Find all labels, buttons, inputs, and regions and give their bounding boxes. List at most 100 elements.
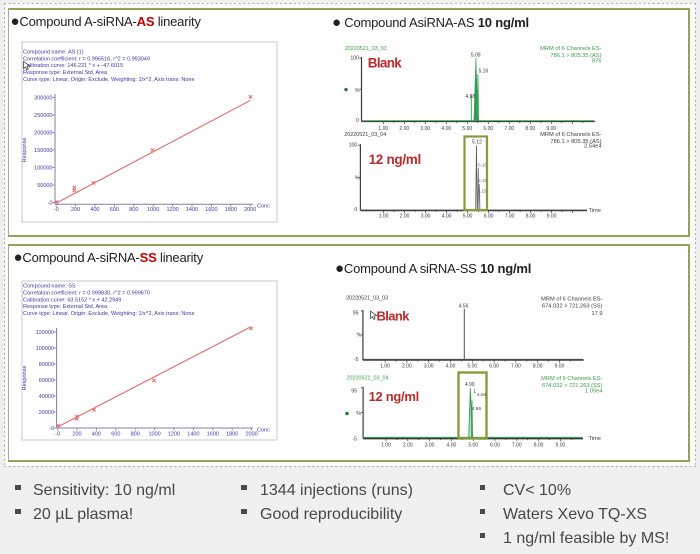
svg-text:1200: 1200	[168, 432, 180, 438]
svg-text:Response type: External Std, A: Response type: External Std, Area	[23, 70, 108, 76]
svg-text:Curve type: Linear, Origin: Ex: Curve type: Linear, Origin: Exclude, Wei…	[23, 311, 195, 317]
svg-text:1400: 1400	[186, 207, 198, 213]
svg-text:95: 95	[353, 310, 359, 316]
svg-text:5.19: 5.19	[478, 178, 487, 183]
svg-text:17.9: 17.9	[591, 311, 602, 317]
svg-text:Time: Time	[589, 436, 601, 442]
svg-text:6.00: 6.00	[490, 443, 500, 449]
svg-text:6.00: 6.00	[483, 126, 493, 132]
svg-text:3.00: 3.00	[421, 214, 431, 220]
svg-text:2.00: 2.00	[399, 126, 409, 132]
svg-text:4.88: 4.88	[465, 94, 475, 100]
svg-text:40000: 40000	[39, 394, 54, 400]
svg-text:20220521_03_03: 20220521_03_03	[345, 46, 387, 52]
svg-text:Blank: Blank	[368, 56, 402, 71]
svg-text:5.09: 5.09	[471, 53, 481, 59]
svg-text:800: 800	[131, 432, 140, 438]
svg-text:400: 400	[90, 207, 99, 213]
svg-text:1.00: 1.00	[381, 443, 391, 449]
svg-text:1000: 1000	[147, 207, 159, 213]
svg-text:1800: 1800	[225, 207, 237, 213]
svg-text:7.00: 7.00	[511, 364, 521, 370]
svg-text:786.1 > 805.35 (AS): 786.1 > 805.35 (AS)	[550, 53, 601, 59]
svg-text:9.00: 9.00	[555, 364, 565, 370]
svg-text:-5: -5	[354, 357, 359, 363]
svg-text:2.00: 2.00	[402, 364, 412, 370]
svg-text:4.00: 4.00	[446, 364, 456, 370]
svg-text:4.00: 4.00	[442, 214, 452, 220]
svg-text:5.00: 5.00	[463, 214, 473, 220]
svg-text:250000: 250000	[34, 113, 52, 119]
svg-text:5.16: 5.16	[479, 69, 489, 75]
svg-text:20000: 20000	[39, 410, 54, 416]
svg-text:1.00: 1.00	[380, 364, 390, 370]
svg-text:600: 600	[111, 432, 120, 438]
svg-text:%: %	[356, 411, 361, 417]
svg-text:400: 400	[92, 432, 101, 438]
svg-text:-0: -0	[49, 426, 54, 432]
svg-text:%: %	[355, 88, 360, 94]
svg-text:20220521_03_04: 20220521_03_04	[347, 376, 389, 382]
svg-text:MRM of 6 Channels ES-: MRM of 6 Channels ES-	[541, 376, 602, 382]
svg-text:Blank: Blank	[377, 308, 411, 323]
svg-text:5.23: 5.23	[478, 189, 487, 194]
svg-text:1600: 1600	[207, 432, 219, 438]
svg-text:300000: 300000	[34, 96, 52, 102]
svg-text:-5: -5	[352, 436, 357, 442]
svg-text:9.00: 9.00	[547, 214, 557, 220]
svg-text:1200: 1200	[166, 207, 178, 213]
svg-text:100: 100	[350, 56, 359, 62]
svg-text:7.00: 7.00	[504, 126, 514, 132]
svg-text:Response: Response	[22, 366, 28, 391]
svg-text:Calibration curve: 146.221 * x: Calibration curve: 146.221 * x + -47.601…	[23, 63, 123, 69]
svg-text:800: 800	[129, 207, 138, 213]
svg-text:Compound name: SS: Compound name: SS	[23, 284, 76, 290]
svg-text:4.86: 4.86	[472, 406, 482, 412]
svg-text:200000: 200000	[34, 131, 52, 137]
svg-text:4.90: 4.90	[465, 382, 475, 388]
svg-text:60000: 60000	[39, 378, 54, 384]
svg-text:1.00: 1.00	[378, 126, 388, 132]
svg-text:1800: 1800	[226, 432, 238, 438]
svg-text:600: 600	[110, 207, 119, 213]
svg-text:Time: Time	[589, 208, 601, 214]
svg-text:786.1 > 805.35 (AS): 786.1 > 805.35 (AS)	[550, 139, 601, 145]
svg-text:8.00: 8.00	[533, 364, 543, 370]
svg-text:8.00: 8.00	[534, 443, 544, 449]
svg-text:6.00: 6.00	[489, 364, 499, 370]
svg-text:0: 0	[356, 118, 359, 124]
svg-text:Response type: External Std, A: Response type: External Std, Area	[23, 304, 108, 310]
svg-text:200: 200	[72, 432, 81, 438]
svg-text:Response: Response	[22, 138, 28, 163]
svg-text:Conc: Conc	[257, 428, 270, 434]
svg-text:1400: 1400	[187, 432, 199, 438]
svg-text:-0: -0	[54, 207, 59, 213]
svg-text:875: 875	[592, 58, 602, 64]
svg-text:674.032 > 721.263 (SS): 674.032 > 721.263 (SS)	[542, 304, 603, 310]
svg-text:-0: -0	[55, 432, 60, 438]
svg-text:4.84: 4.84	[477, 392, 487, 398]
svg-text:120000: 120000	[36, 330, 54, 336]
svg-text:Calibration curve: 63.5152 * x: Calibration curve: 63.5152 * x + 42.2949	[23, 297, 121, 303]
svg-text:1.00: 1.00	[379, 214, 389, 220]
svg-text:4.00: 4.00	[441, 126, 451, 132]
svg-text:3.00: 3.00	[425, 443, 435, 449]
svg-text:-0: -0	[48, 201, 53, 207]
svg-text:95: 95	[351, 389, 357, 395]
svg-text:7.00: 7.00	[505, 214, 515, 220]
svg-text:Compound name: AS (1): Compound name: AS (1)	[23, 49, 84, 55]
svg-text:3.00: 3.00	[424, 364, 434, 370]
svg-text:674.032 > 721.263 (SS): 674.032 > 721.263 (SS)	[542, 383, 603, 389]
svg-text:MRM of 6 Channels ES-: MRM of 6 Channels ES-	[540, 132, 601, 138]
svg-text:12 ng/ml: 12 ng/ml	[369, 389, 419, 404]
svg-text:1.09e4: 1.09e4	[585, 388, 602, 394]
svg-text:MRM of 6 Channels ES-: MRM of 6 Channels ES-	[541, 297, 602, 303]
svg-text:8.00: 8.00	[526, 214, 536, 220]
svg-text:MRM of 6 Channels ES-: MRM of 6 Channels ES-	[540, 46, 601, 52]
svg-text:%: %	[357, 332, 362, 338]
svg-text:20220521_03_04: 20220521_03_04	[344, 132, 386, 138]
svg-text:4.00: 4.00	[447, 443, 457, 449]
svg-text:5.16: 5.16	[478, 163, 487, 168]
svg-text:1000: 1000	[148, 432, 160, 438]
svg-text:2000: 2000	[245, 432, 257, 438]
